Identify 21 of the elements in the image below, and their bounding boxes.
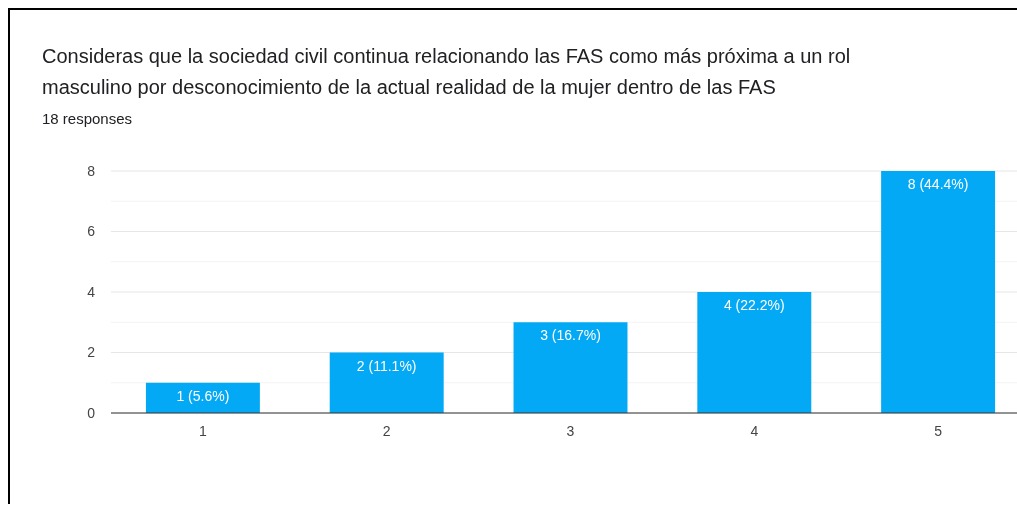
data-label: 2 (11.1%) xyxy=(356,357,417,374)
x-tick-label: 1 xyxy=(199,423,207,439)
data-label: 8 (44.4%) xyxy=(907,176,969,192)
x-tick-label: 2 xyxy=(382,423,391,439)
data-label: 1 (5.6%) xyxy=(176,387,230,404)
y-tick-label: 2 xyxy=(87,344,96,361)
x-tick-label: 4 xyxy=(750,423,759,439)
bar xyxy=(697,292,812,413)
chart-title: Consideras que la sociedad civil continua relacionando las FAS como más próxima a un rol masculino por desconocimiento de la actual realidad de la mujer dentro de las FAS xyxy=(42,45,851,98)
y-tick-label: 8 xyxy=(87,162,96,179)
y-tick-label: 6 xyxy=(87,223,96,240)
data-label: 4 (22.2%) xyxy=(723,297,785,313)
x-tick-label: 5 xyxy=(934,423,943,439)
bar xyxy=(881,171,996,413)
bar xyxy=(329,352,444,413)
data-label: 3 (16.7%) xyxy=(540,327,601,344)
x-tick-label: 3 xyxy=(566,423,575,439)
y-tick-label: 4 xyxy=(87,283,96,300)
chart-subtitle: 18 responses xyxy=(42,110,133,127)
y-tick-label: 0 xyxy=(87,404,96,421)
bar xyxy=(513,322,628,413)
